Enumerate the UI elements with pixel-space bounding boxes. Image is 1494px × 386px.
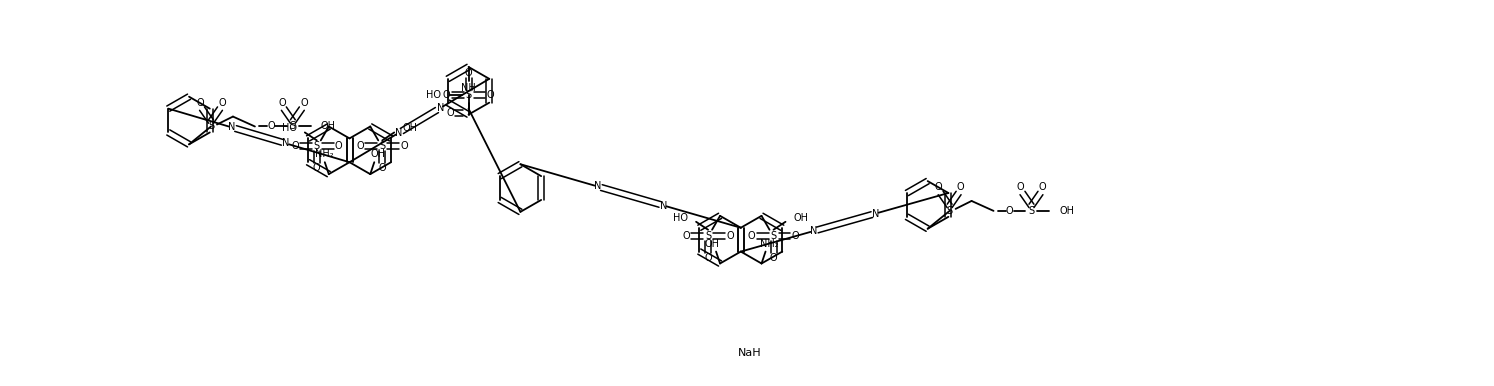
Text: O: O [792,231,799,241]
Text: O: O [378,163,385,173]
Text: O: O [267,122,275,132]
Text: NH: NH [462,83,477,93]
Text: O: O [769,252,777,262]
Text: S: S [466,90,472,100]
Text: S: S [314,141,320,151]
Text: O: O [465,68,472,78]
Text: O: O [357,141,365,151]
Text: S: S [705,231,711,241]
Text: S: S [771,231,777,241]
Text: OH: OH [402,124,417,134]
Text: N: N [282,139,290,149]
Text: O: O [300,98,308,108]
Text: S: S [1028,206,1034,216]
Text: O: O [218,98,226,108]
Text: N: N [595,181,601,191]
Text: O: O [335,141,342,151]
Text: O: O [683,231,690,241]
Text: O: O [1038,182,1046,192]
Text: NaH: NaH [738,348,762,358]
Text: O: O [312,163,321,173]
Text: HO: HO [282,124,297,134]
Text: O: O [726,231,734,241]
Text: O: O [748,231,756,241]
Text: HO: HO [426,90,441,100]
Text: S: S [379,141,385,151]
Text: O: O [196,98,203,108]
Text: O: O [1017,182,1025,192]
Text: NH₂: NH₂ [315,149,335,159]
Text: OH: OH [321,122,336,132]
Text: O: O [1005,206,1013,216]
Text: N: N [810,226,817,236]
Text: O: O [400,141,408,151]
Text: O: O [935,182,943,192]
Text: O: O [704,252,711,262]
Text: OH: OH [371,149,385,159]
Text: N: N [229,122,236,132]
Text: NH₂: NH₂ [760,239,778,249]
Text: HO: HO [674,213,689,223]
Text: OH: OH [705,239,720,249]
Text: S: S [947,206,953,216]
Text: S: S [290,122,296,132]
Text: O: O [442,90,450,100]
Text: O: O [278,98,285,108]
Text: O: O [291,141,299,151]
Text: O: O [487,90,495,100]
Text: N: N [872,208,880,218]
Text: N: N [660,200,668,210]
Text: O: O [956,182,965,192]
Text: N: N [436,103,444,113]
Text: OH: OH [1059,206,1074,216]
Text: S: S [208,122,214,132]
Text: O: O [447,108,454,118]
Text: N: N [394,128,402,138]
Text: OH: OH [793,213,808,223]
